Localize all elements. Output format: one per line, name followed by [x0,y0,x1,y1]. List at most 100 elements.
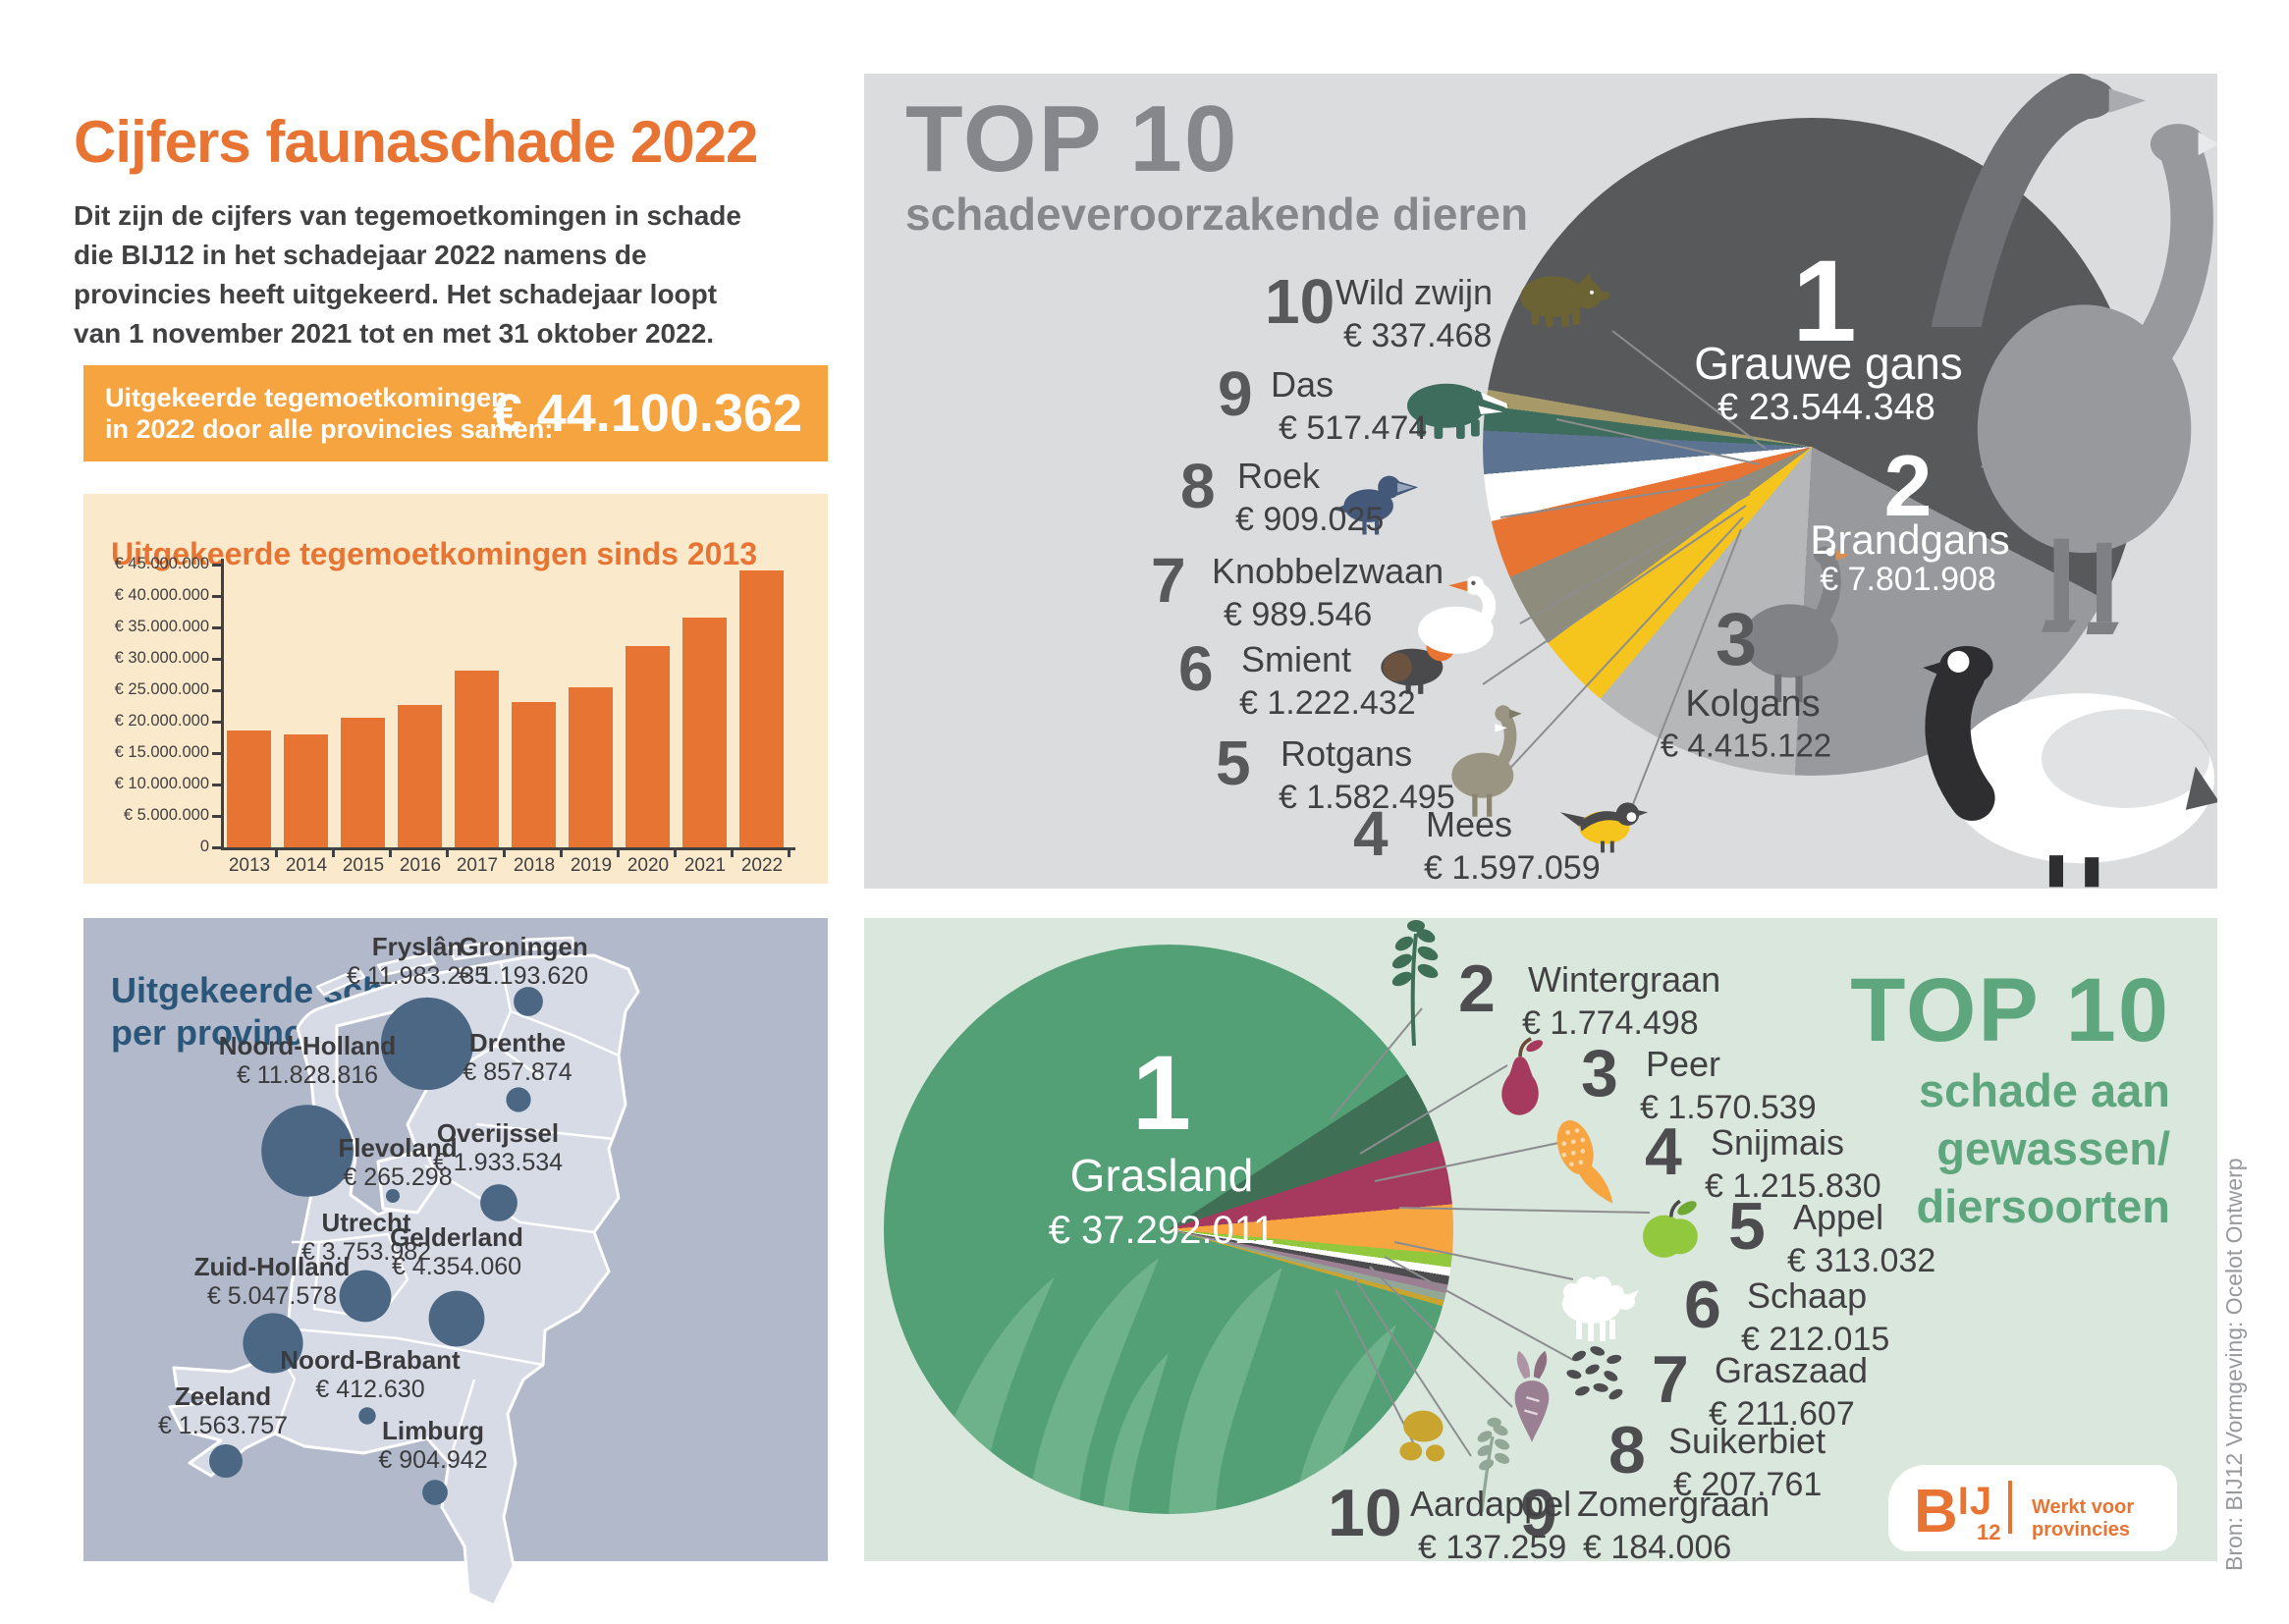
item-snijmais-amount: € 1.215.830 [1705,1167,1881,1205]
item-grasland-name: Grasland [1069,1150,1254,1201]
bar-2018 [512,701,556,847]
item-brandgans-name: Brandgans [1810,516,2010,563]
y-tick-label: € 15.000.000 [114,743,209,761]
item-das-rank: 9 [1218,358,1253,429]
credit-text: Bron: BIJ12 Vormgeving: Ocelot Ontwerp [2221,1158,2247,1571]
item-roek-rank: 8 [1180,451,1216,521]
item-schaap-name: Schaap [1747,1275,1868,1316]
province-amount: € 1.193.620 [458,962,589,990]
province-label-flevoland: Flevoland € 265.298 [338,1133,457,1192]
item-graszaad-amount: € 211.607 [1709,1395,1855,1433]
x-tick-mark [788,847,790,857]
item-grasland-rank: 1 [1131,1033,1192,1152]
item-das-name: Das [1271,364,1335,405]
total-banner: Uitgekeerde tegemoetkomingen in 2022 doo… [83,365,828,461]
item-appel-rank: 5 [1728,1189,1766,1264]
intro-text: Dit zijn de cijfers van tegemoetkomingen… [74,200,741,350]
item-aardappel-amount: € 137.259 [1418,1529,1567,1561]
y-tick-label: € 5.000.000 [123,806,209,824]
x-tick-mark [446,847,449,857]
x-tick-mark [275,847,278,857]
province-amount: € 1.933.534 [432,1149,564,1176]
bij12-logo-box: BIJ 12 Werkt voor provincies [1888,1465,2177,1551]
province-amount: € 5.047.578 [206,1282,338,1310]
crops-subtitle-line3: diersoorten [1916,1179,2170,1232]
province-label-groningen: Groningen € 1.193.620 [459,932,588,991]
y-tick-label: € 25.000.000 [114,680,209,698]
bubble-overijssel [480,1184,518,1221]
bar-2016 [398,705,442,847]
y-tick-label: € 45.000.000 [114,555,209,572]
x-tick-mark [731,847,734,857]
bar-year-label: 2014 [285,855,328,876]
bar-2020 [626,646,670,847]
province-name: Gelderland [390,1222,523,1252]
item-grauwe-gans-name: Grauwe gans [1694,338,1963,389]
item-knobbelzwaan-name: Knobbelzwaan [1212,551,1444,591]
item-wintergraan-name: Wintergraan [1528,959,1721,1000]
item-brandgans-amount: € 7.801.908 [1820,561,1996,598]
map-province-border [284,1326,544,1367]
y-tick-label: € 30.000.000 [114,649,209,667]
province-amount: € 265.298 [343,1164,453,1191]
item-roek-name: Roek [1237,456,1321,496]
bubble-utrecht [339,1270,392,1323]
province-name: Drenthe [468,1028,567,1057]
province-amount: € 904.942 [378,1446,488,1474]
y-tick-mark [212,689,221,692]
item-wintergraan-rank: 2 [1458,951,1496,1026]
item-zomergraan-rank: 9 [1520,1476,1557,1550]
province-amount: € 412.630 [315,1376,425,1403]
item-aardappel-rank: 10 [1328,1476,1402,1550]
bar-2022 [739,569,784,847]
province-map-panel: Uitgekeerde schade per provincie Fryslân… [83,918,828,1607]
map-province-border [510,1009,620,1057]
logo-tagline: Werkt voor provincies [2032,1496,2135,1541]
item-peer-rank: 3 [1581,1036,1618,1110]
beet-icon [1486,1345,1579,1457]
province-label-utrecht: Utrecht € 3.753.982 [301,1208,431,1267]
province-name: Zuid-Holland [193,1252,351,1281]
item-knobbelzwaan-rank: 7 [1151,545,1186,616]
page-title: Cijfers faunaschade 2022 [74,109,758,176]
item-grasland-amount: € 37.292.011 [1048,1209,1276,1252]
item-suikerbiet-name: Suikerbiet [1668,1421,1826,1461]
item-grauwe-gans-rank: 1 [1792,237,1857,366]
item-schaap-rank: 6 [1684,1268,1721,1342]
total-banner-label: Uitgekeerde tegemoetkomingen in 2022 doo… [105,382,553,446]
map-wadden-island [521,936,576,951]
province-amount: € 1.563.757 [157,1412,289,1439]
province-name: Noord-Holland [218,1031,397,1060]
y-tick-mark [212,595,221,598]
item-graszaad-rank: 7 [1652,1342,1689,1417]
item-appel-name: Appel [1793,1197,1884,1237]
y-tick-label: € 10.000.000 [114,775,209,792]
item-graszaad-name: Graszaad [1715,1350,1869,1390]
logo-divider [2008,1481,2012,1534]
province-name: Utrecht [321,1208,411,1237]
item-knobbelzwaan-amount: € 989.546 [1224,596,1373,633]
bubble-zuid-holland [243,1313,303,1374]
item-appel-amount: € 313.032 [1787,1242,1936,1279]
bar-2015 [341,718,385,847]
crops-subtitle-line1: schade aan [1918,1064,2170,1116]
item-wintergraan-amount: € 1.774.498 [1522,1004,1699,1042]
grass-blades [921,1258,1396,1514]
total-banner-label-line1: Uitgekeerde tegemoetkomingen [105,383,508,412]
bubble-groningen [514,987,543,1016]
province-label-gelderland: Gelderland € 4.354.060 [390,1222,523,1281]
bubble-limburg [422,1480,448,1505]
y-tick-mark [212,658,221,661]
province-label-zuid-holland: Zuid-Holland € 5.047.578 [194,1252,351,1311]
province-name: Groningen [459,932,588,961]
province-amount: € 3.753.982 [300,1238,432,1266]
x-tick-mark [389,847,392,857]
total-amount: € 44.100.362 [492,384,802,443]
sheep-icon [1547,1255,1645,1353]
item-roek-amount: € 909.025 [1235,501,1385,538]
item-suikerbiet-rank: 8 [1608,1413,1646,1488]
bar-year-label: 2020 [627,855,670,876]
netherlands-map [168,936,640,1607]
logo-letters-ij: IJ [1957,1480,1993,1523]
map-wadden-island [315,967,366,997]
